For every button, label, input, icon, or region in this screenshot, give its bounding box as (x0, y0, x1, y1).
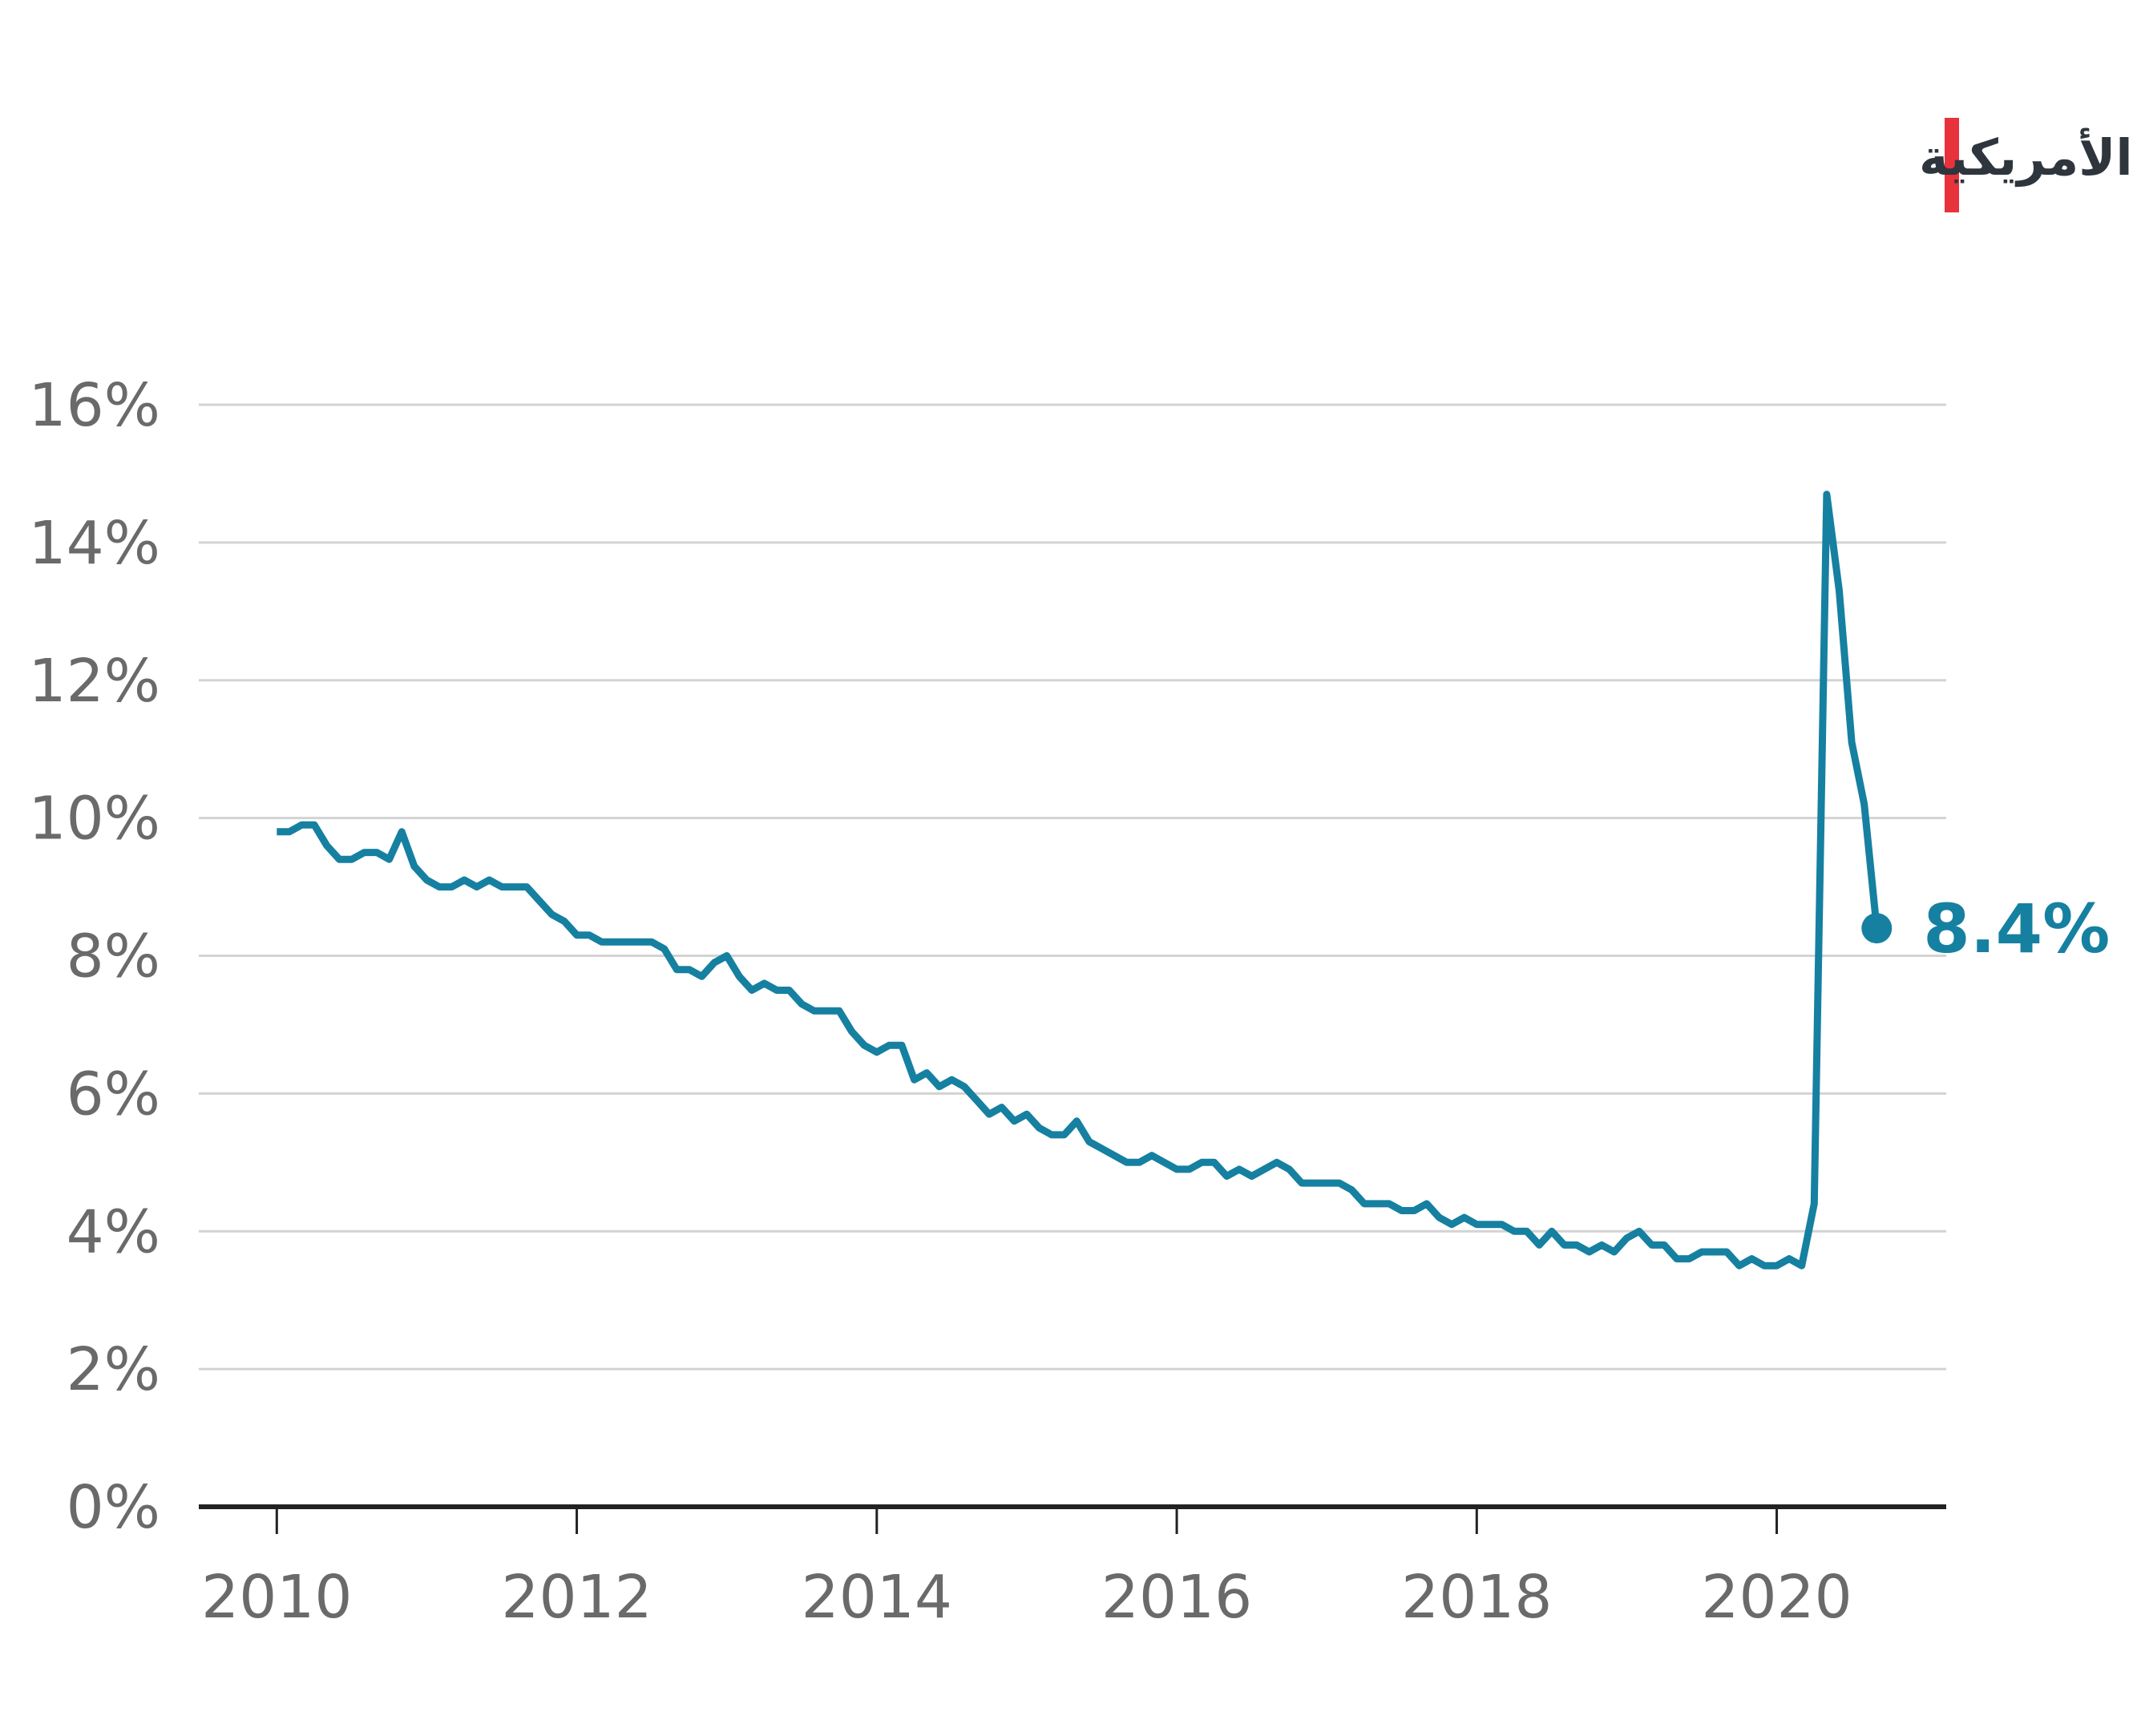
series-layer (277, 491, 1880, 1270)
y-axis-labels: 0% 2% 4% 6% 8% 10% 12% 14% 16% (29, 371, 160, 1542)
y-tick-label: 16% (29, 371, 160, 440)
y-tick-label: 14% (29, 509, 160, 578)
title-accent-bar (1945, 118, 1959, 212)
y-tick-label: 8% (67, 923, 160, 991)
x-tick-label: 2010 (201, 1563, 352, 1632)
end-value-label: 8.4% (1923, 890, 2110, 968)
y-tick-label: 0% (67, 1473, 160, 1542)
x-tick-label: 2016 (1101, 1563, 1252, 1632)
x-axis-ticks (275, 1507, 1779, 1534)
last-value-point (1861, 913, 1893, 944)
y-tick-label: 6% (67, 1060, 160, 1128)
y-tick-label: 12% (29, 647, 160, 716)
x-axis-labels: 2010 2012 2014 2016 2018 2020 (201, 1563, 1852, 1632)
y-tick-label: 2% (67, 1335, 160, 1404)
x-tick-label: 2014 (802, 1563, 952, 1632)
chart-title: معدل البطالة في الولايات المتحدة الأمريك… (1919, 127, 2137, 187)
gridlines (199, 403, 1946, 1371)
points-layer (1861, 913, 1893, 944)
x-tick-label: 2018 (1401, 1563, 1552, 1632)
x-tick-label: 2012 (501, 1563, 652, 1632)
series-line (277, 491, 1880, 1270)
y-tick-label: 4% (67, 1197, 160, 1266)
x-tick-label: 2020 (1701, 1563, 1852, 1632)
y-tick-label: 10% (29, 785, 160, 854)
